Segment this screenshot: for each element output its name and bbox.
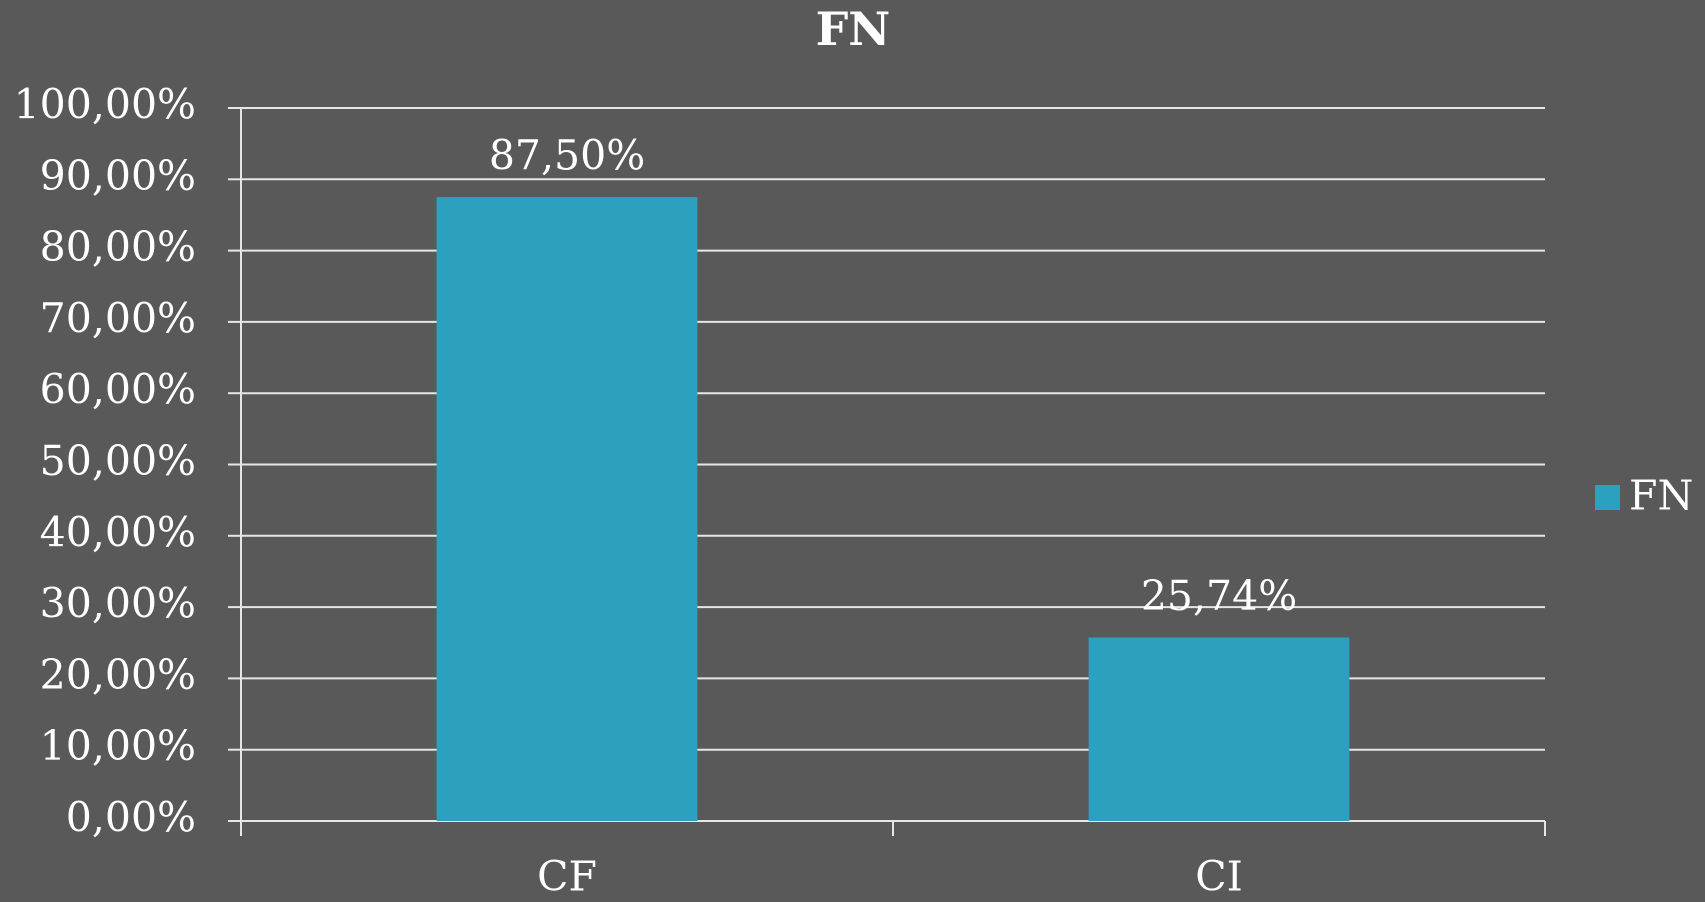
- y-tick-label: 100,00%: [14, 81, 196, 129]
- data-label: 87,50%: [489, 132, 645, 180]
- chart-title: FN: [816, 2, 891, 56]
- legend-swatch: [1595, 485, 1620, 510]
- bar: [436, 197, 698, 821]
- y-tick-label: 80,00%: [40, 223, 196, 271]
- y-tick-label: 30,00%: [40, 580, 196, 628]
- x-tick-label: CI: [1195, 853, 1243, 901]
- data-label: 25,74%: [1141, 572, 1297, 620]
- y-tick-label: 70,00%: [40, 294, 196, 342]
- x-tick-label: CF: [537, 853, 597, 901]
- bar: [1088, 637, 1350, 821]
- y-tick-label: 50,00%: [40, 437, 196, 485]
- legend-label: FN: [1629, 472, 1693, 520]
- y-tick-label: 40,00%: [40, 508, 196, 556]
- y-tick-label: 20,00%: [40, 651, 196, 699]
- y-tick-label: 10,00%: [40, 722, 196, 770]
- y-tick-label: 60,00%: [40, 366, 196, 414]
- y-tick-label: 90,00%: [40, 152, 196, 200]
- y-tick-label: 0,00%: [66, 794, 196, 842]
